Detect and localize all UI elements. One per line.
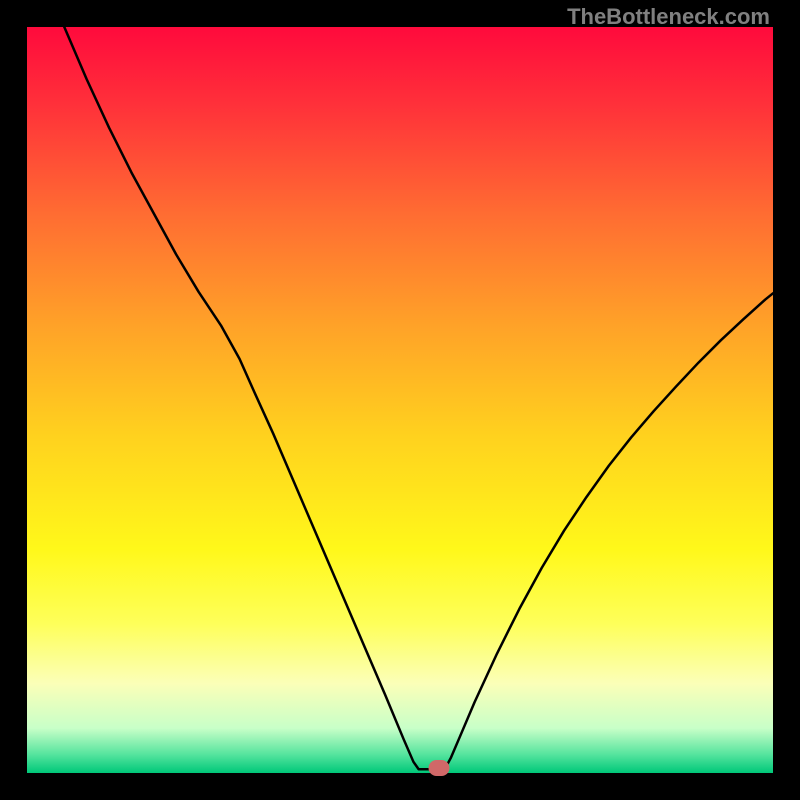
- watermark-text: TheBottleneck.com: [567, 4, 770, 30]
- optimal-point-marker: [428, 760, 449, 776]
- chart-frame: TheBottleneck.com: [0, 0, 800, 800]
- bottleneck-curve: [27, 27, 773, 773]
- plot-area: [27, 27, 773, 773]
